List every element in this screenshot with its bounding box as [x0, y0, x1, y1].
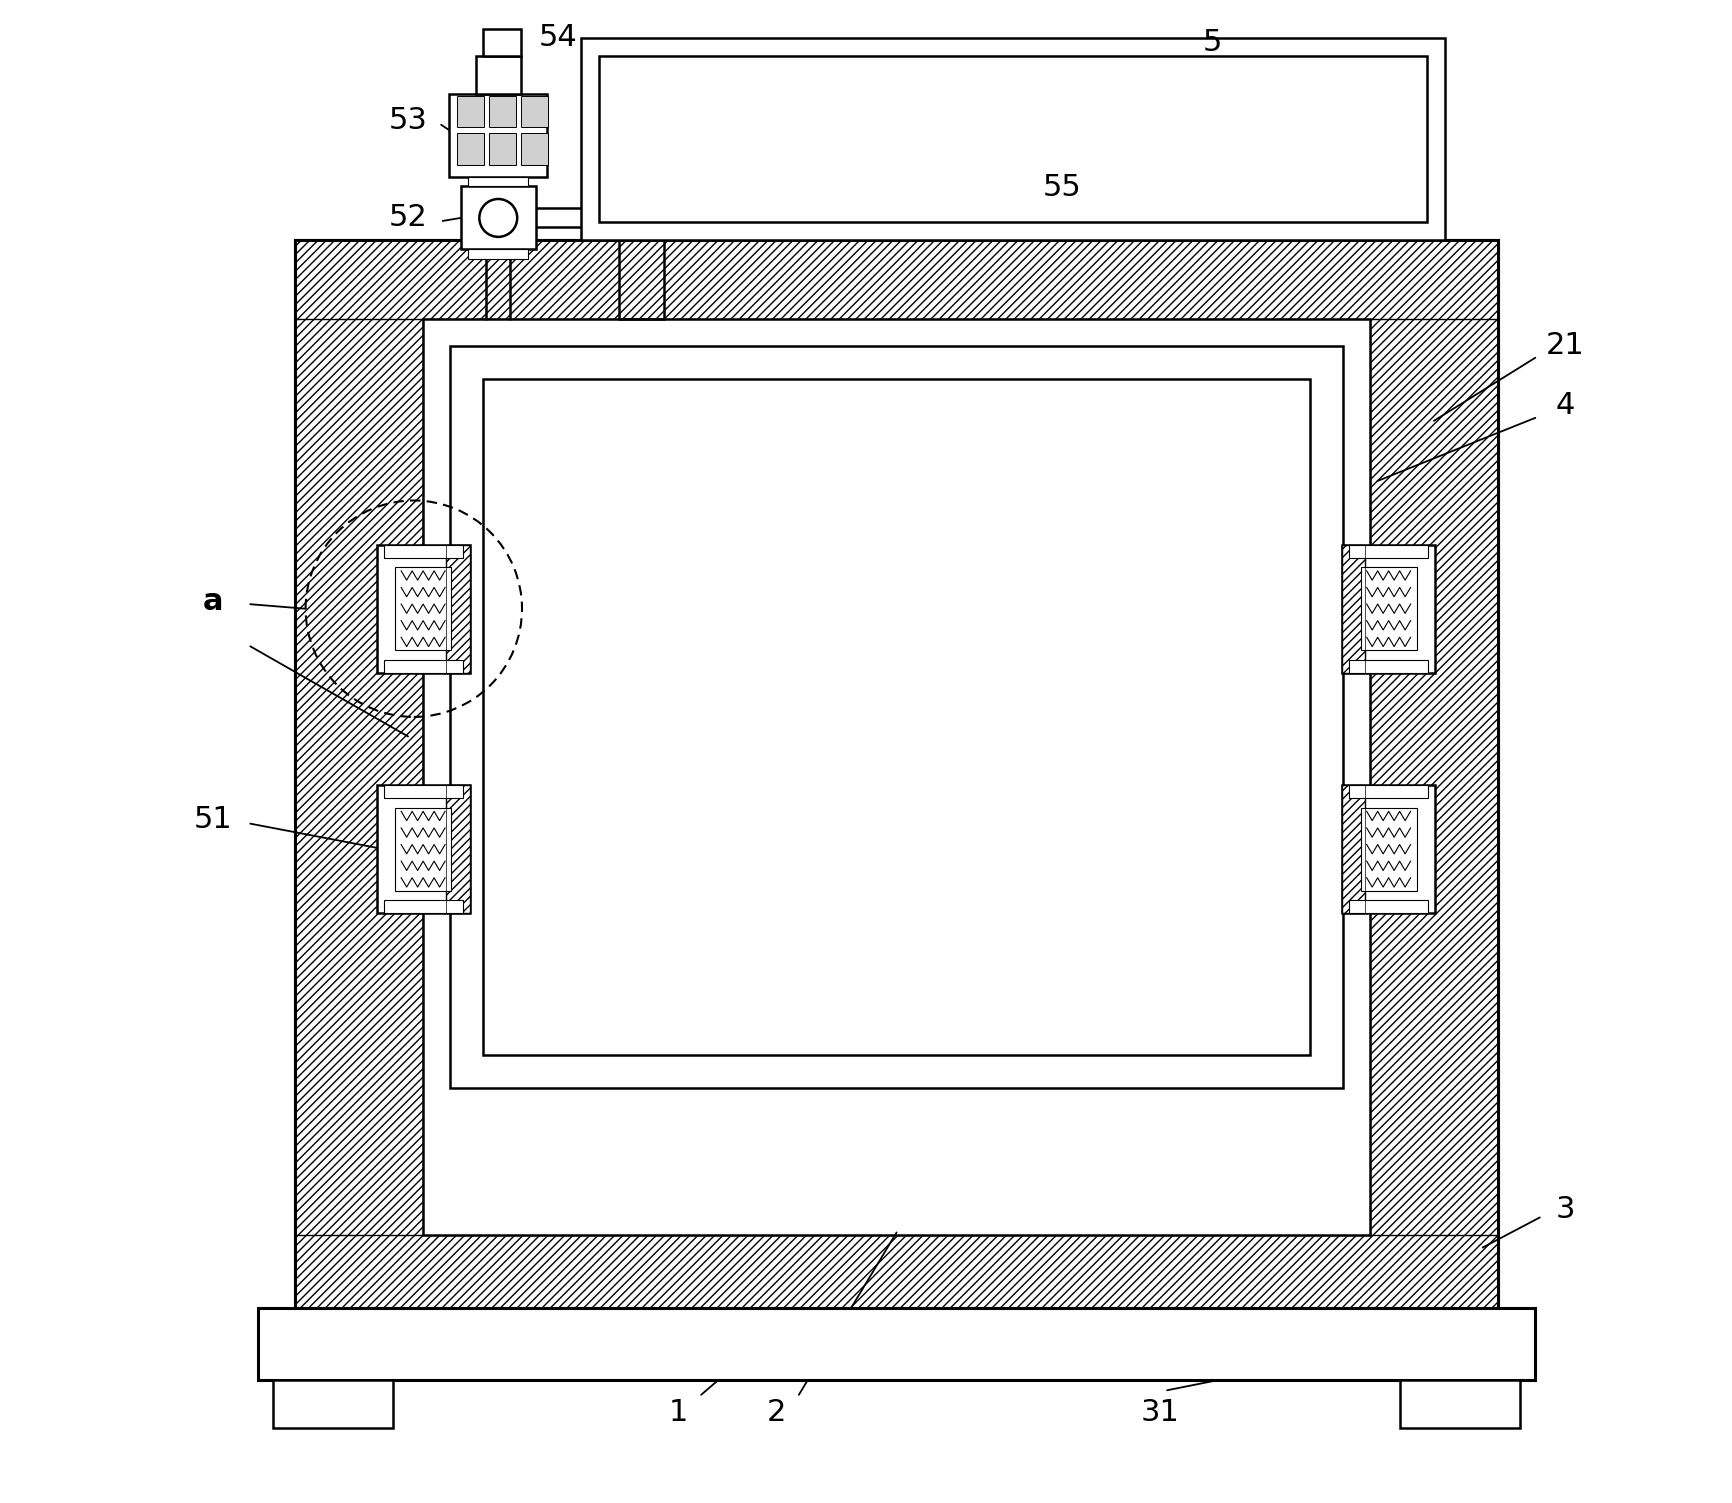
Text: 52: 52 — [388, 203, 428, 233]
Bar — [1399, 1380, 1519, 1428]
Bar — [383, 660, 462, 673]
Bar — [376, 786, 469, 914]
Bar — [395, 567, 450, 651]
Bar — [294, 1235, 1496, 1308]
Bar — [449, 95, 547, 177]
Bar — [520, 96, 547, 128]
Bar — [294, 240, 1496, 1308]
Bar — [1341, 786, 1365, 914]
Bar — [1347, 546, 1427, 558]
Text: 51: 51 — [194, 804, 232, 834]
Bar — [447, 546, 469, 673]
Text: 55: 55 — [1043, 173, 1081, 203]
Bar — [423, 319, 1370, 1235]
Bar — [450, 346, 1342, 1088]
Bar — [383, 900, 462, 914]
Text: 5: 5 — [1202, 27, 1221, 57]
Text: 1: 1 — [669, 1398, 688, 1428]
Bar — [483, 379, 1309, 1055]
Bar — [1370, 240, 1496, 1308]
Bar — [457, 134, 483, 165]
Bar — [461, 186, 535, 249]
Bar — [520, 134, 547, 165]
Bar — [376, 546, 469, 673]
Bar — [599, 56, 1425, 222]
Bar — [1360, 567, 1415, 651]
Bar — [1341, 546, 1434, 673]
Bar — [383, 786, 462, 798]
Bar — [294, 240, 423, 1308]
Bar — [1341, 786, 1365, 914]
Bar — [294, 240, 1496, 319]
Bar — [447, 786, 469, 914]
Bar — [1341, 546, 1365, 673]
Bar — [1347, 786, 1427, 798]
Bar — [457, 96, 483, 128]
Text: a: a — [203, 586, 223, 616]
Bar — [488, 134, 516, 165]
Bar — [447, 786, 469, 914]
Text: 21: 21 — [1545, 331, 1583, 361]
Text: 31: 31 — [1140, 1398, 1178, 1428]
Text: 3: 3 — [1555, 1195, 1574, 1225]
Circle shape — [480, 198, 516, 237]
Bar — [1341, 546, 1365, 673]
Text: 2: 2 — [766, 1398, 786, 1428]
Bar — [483, 30, 521, 57]
Bar — [1360, 807, 1415, 891]
Bar — [272, 1380, 393, 1428]
Bar — [468, 249, 528, 259]
Bar — [1347, 900, 1427, 914]
Bar — [476, 57, 521, 95]
Text: 53: 53 — [388, 105, 428, 135]
Bar — [1347, 660, 1427, 673]
Text: 54: 54 — [539, 23, 577, 53]
Bar — [447, 546, 469, 673]
Bar — [468, 177, 528, 186]
Bar — [383, 546, 462, 558]
Bar — [395, 807, 450, 891]
Bar — [1341, 786, 1434, 914]
Bar — [488, 96, 516, 128]
Bar — [258, 1308, 1535, 1380]
Bar — [294, 240, 1496, 1308]
Text: 4: 4 — [1555, 391, 1574, 421]
Bar — [580, 38, 1444, 240]
